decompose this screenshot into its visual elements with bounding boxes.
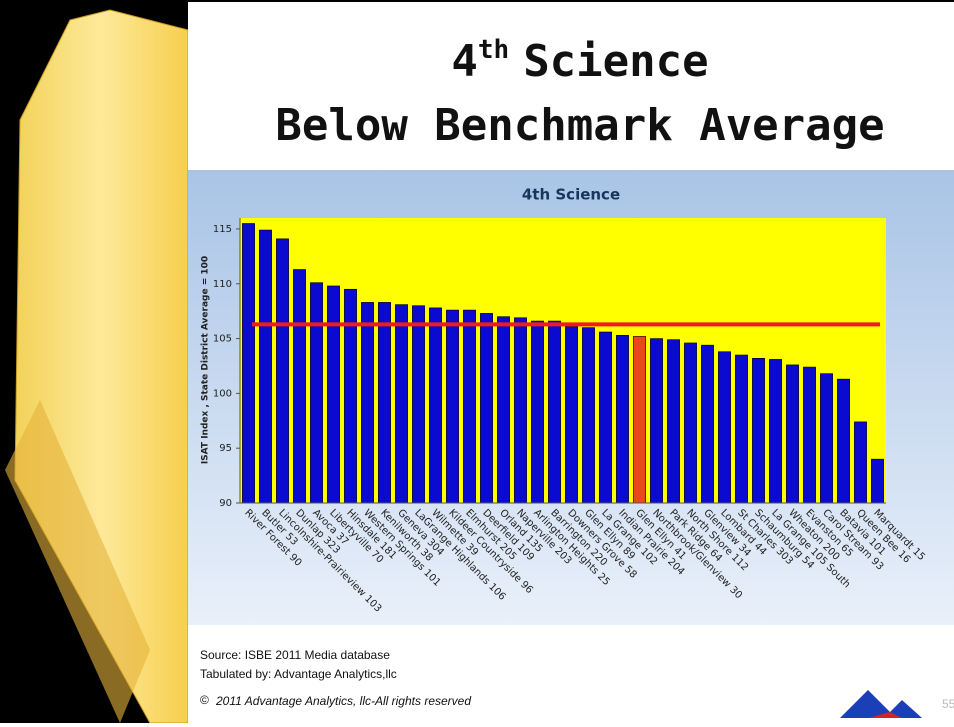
logo-red [868, 712, 902, 718]
bar [531, 320, 544, 504]
bar [463, 309, 476, 504]
bar [735, 354, 748, 504]
bar [293, 269, 306, 504]
bar [599, 331, 612, 504]
bar [701, 344, 714, 504]
logo-blue [840, 690, 922, 718]
bar [429, 307, 442, 504]
bar [684, 342, 697, 504]
copyright: 2011 Advantage Analytics, llc-All rights… [215, 694, 471, 708]
bar [803, 366, 816, 504]
bar [446, 309, 459, 504]
title-suffix: th [478, 35, 509, 65]
copyright-symbol: © [200, 693, 209, 707]
y-tick-label: 95 [219, 443, 232, 454]
chart-title: 4th Science [522, 186, 620, 204]
source: Source: ISBE 2011 Media database [200, 648, 390, 662]
bar [718, 351, 731, 504]
bar [548, 320, 561, 504]
bar [786, 364, 799, 504]
y-tick-label: 90 [219, 498, 232, 509]
bar [752, 358, 765, 504]
bar [514, 317, 527, 504]
bar [820, 373, 833, 504]
bar [395, 304, 408, 504]
bar [327, 285, 340, 504]
chart: 4th Science 90 95 100 105 110 115 ISAT Index , … [201, 186, 927, 615]
bar [582, 327, 595, 504]
bar [344, 288, 357, 504]
y-tick-label: 105 [213, 334, 232, 345]
bar [242, 223, 255, 504]
pad-edge [5, 400, 150, 723]
title-line1: 4th Science [451, 35, 708, 88]
bar [667, 339, 680, 504]
bar [633, 336, 646, 504]
y-tick-label: 110 [213, 279, 232, 290]
bar [497, 316, 510, 504]
bar [871, 458, 884, 504]
bar [276, 238, 289, 504]
y-tick-label: 100 [213, 388, 232, 399]
bar [361, 302, 374, 504]
bar [854, 421, 867, 504]
bar [310, 282, 323, 504]
bar [259, 229, 272, 504]
page-number: 55 [942, 697, 954, 711]
y-axis-label: ISAT Index , State District Average = 10… [201, 256, 211, 464]
title-number: 4 [451, 36, 478, 87]
bar [769, 359, 782, 504]
bar [378, 302, 391, 504]
bar [412, 305, 425, 504]
bar [480, 313, 493, 504]
bar [837, 378, 850, 504]
tabulated: Tabulated by: Advantage Analytics,llc [200, 667, 397, 681]
title-line2: Below Benchmark Average [275, 100, 884, 151]
bar [616, 334, 629, 504]
title-rest: Science [523, 36, 708, 87]
y-tick-label: 115 [213, 224, 232, 235]
bar [650, 338, 663, 504]
bar [565, 326, 578, 504]
